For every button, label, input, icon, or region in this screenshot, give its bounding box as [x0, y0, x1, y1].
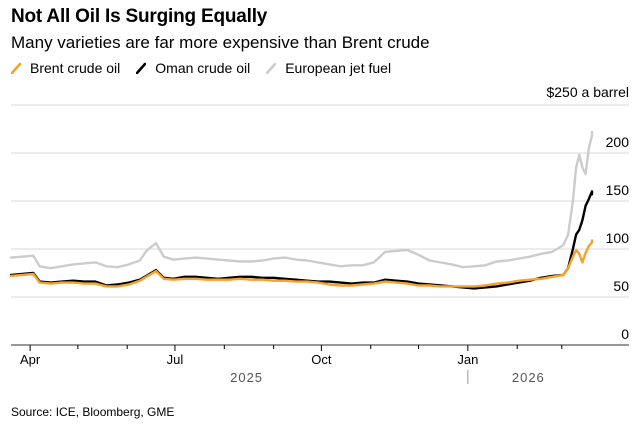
gridlines [11, 104, 629, 298]
x-tick-label: Oct [311, 352, 332, 367]
series-lines [9, 130, 594, 290]
chart-title: Not All Oil Is Surging Equally [11, 6, 268, 27]
legend: Brent crude oil Oman crude oil European … [11, 60, 407, 76]
x-tick-label: Jan [457, 352, 478, 367]
series-line-brent-crude-oil [9, 239, 594, 288]
legend-item-brent: Brent crude oil [11, 60, 120, 76]
x-tick-label: Jul [167, 352, 184, 367]
legend-label-oman: Oman crude oil [155, 60, 251, 76]
jet-fuel-line-icon [266, 62, 277, 74]
series-line-oman-crude-oil [9, 190, 594, 290]
source-note: Source: ICE, Bloomberg, GME [11, 405, 175, 419]
series-line-european-jet-fuel [9, 130, 594, 270]
legend-label-brent: Brent crude oil [30, 60, 121, 76]
y-tick-label: 50 [613, 278, 629, 294]
y-tick-label: 150 [606, 182, 630, 198]
legend-item-jet-fuel: European jet fuel [266, 60, 391, 76]
legend-item-oman: Oman crude oil [136, 60, 250, 76]
y-tick-label: 200 [606, 134, 630, 150]
x-axis: Apr Jul Oct Jan 2025 2026 [11, 344, 629, 385]
x-year-label: 2025 [230, 370, 263, 385]
y-axis: 0 50 100 150 200 $250 a barrel [546, 84, 629, 342]
x-tick-label: Apr [20, 352, 41, 367]
x-year-label: 2026 [512, 370, 545, 385]
legend-label-jet-fuel: European jet fuel [285, 60, 392, 76]
oman-line-icon [136, 62, 147, 74]
chart-subtitle: Many varieties are far more expensive th… [11, 33, 430, 52]
brent-line-icon [11, 62, 21, 74]
y-tick-label: 0 [621, 326, 629, 342]
y-axis-unit-label: $250 a barrel [546, 84, 629, 100]
y-tick-label: 100 [606, 230, 630, 246]
